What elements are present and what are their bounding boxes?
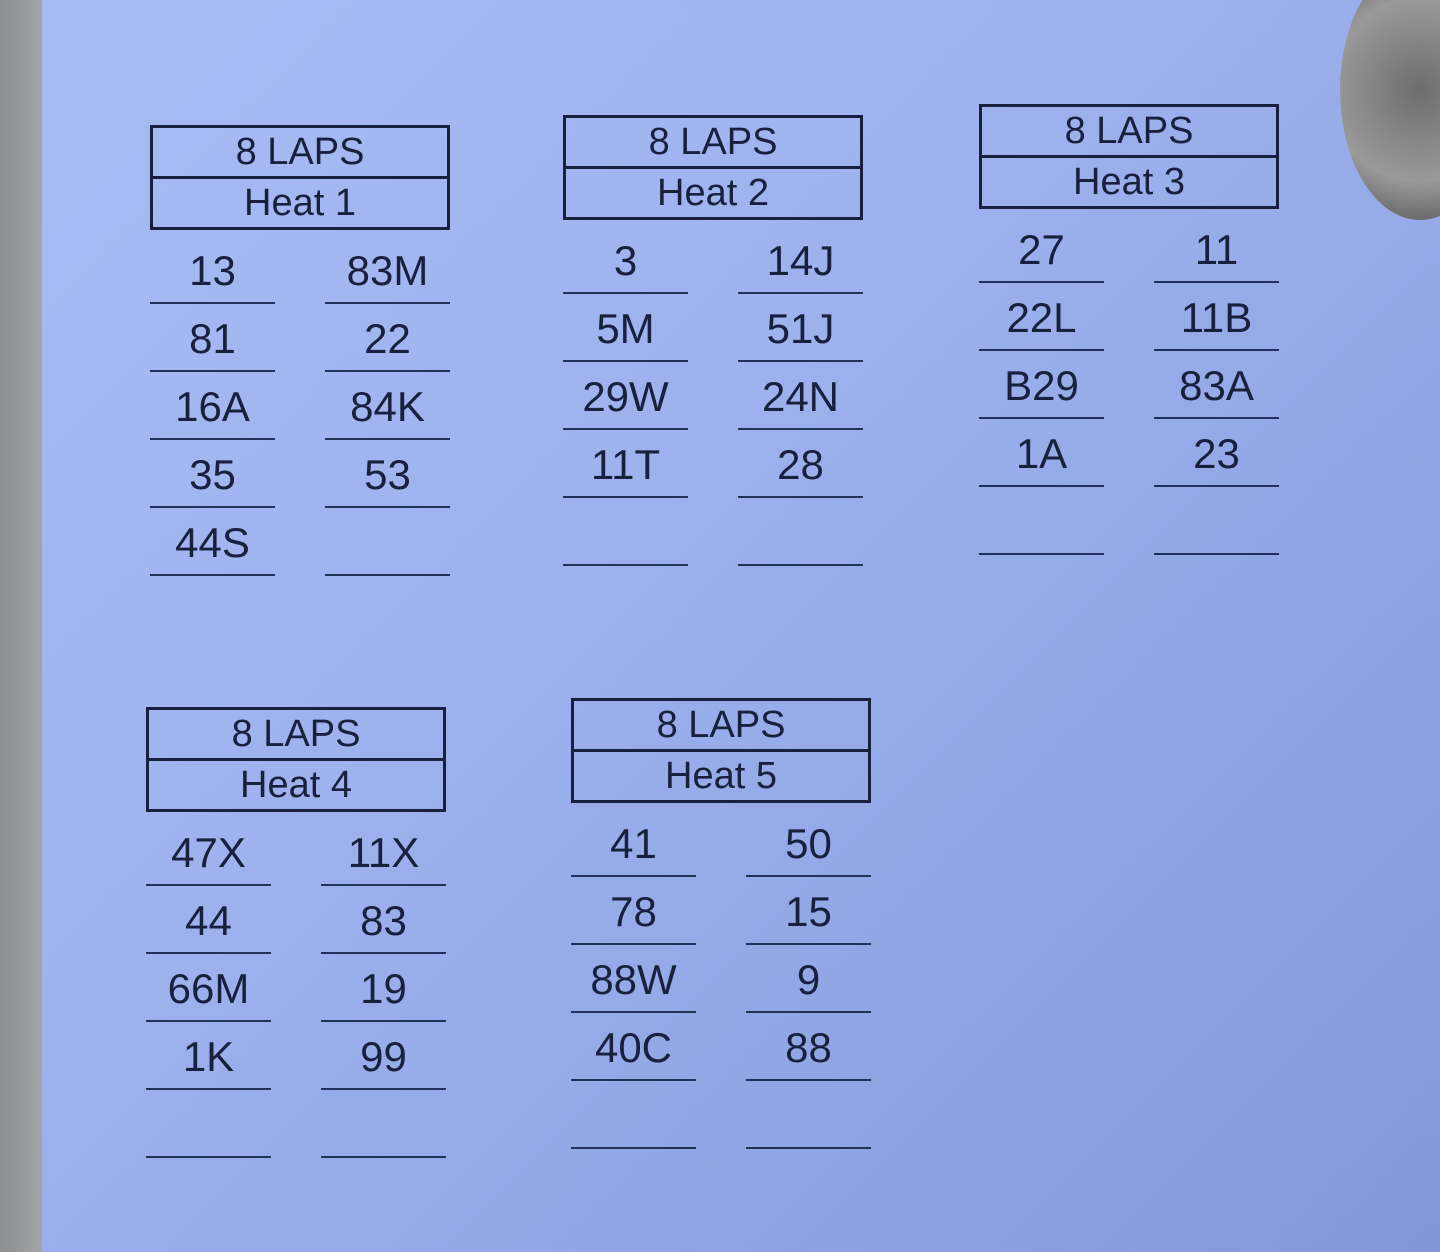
car-number: 24N (738, 362, 863, 430)
heat-title: Heat 4 (149, 758, 443, 809)
car-number: 1K (146, 1022, 271, 1090)
car-number: 14J (738, 226, 863, 294)
car-number: 88W (571, 945, 696, 1013)
car-number: 78 (571, 877, 696, 945)
heat-title: Heat 3 (982, 155, 1276, 206)
car-number: 23 (1154, 419, 1279, 487)
car-number (746, 1081, 871, 1149)
background-object (1340, 0, 1440, 220)
car-number (1154, 487, 1279, 555)
car-number: 53 (325, 440, 450, 508)
left-column: 27 22L B29 1A (979, 215, 1104, 555)
heat-1-block: 8 LAPS Heat 1 13 81 16A 35 44S 83M 22 84K 53 (150, 125, 450, 576)
car-number: 44 (146, 886, 271, 954)
car-number: 5M (563, 294, 688, 362)
car-number: 1A (979, 419, 1104, 487)
car-number: 47X (146, 818, 271, 886)
car-number: 81 (150, 304, 275, 372)
car-number: B29 (979, 351, 1104, 419)
car-number (325, 508, 450, 576)
car-number: 28 (738, 430, 863, 498)
car-number: 99 (321, 1022, 446, 1090)
heat-title: Heat 1 (153, 176, 447, 227)
car-number: 35 (150, 440, 275, 508)
laps-label: 8 LAPS (231, 713, 361, 755)
car-number (146, 1090, 271, 1158)
heat-4-block: 8 LAPS Heat 4 47X 44 66M 1K 11X 83 19 99 (146, 707, 446, 1158)
car-number: 15 (746, 877, 871, 945)
car-number (979, 487, 1104, 555)
left-column: 47X 44 66M 1K (146, 818, 271, 1158)
car-number: 84K (325, 372, 450, 440)
car-number: 66M (146, 954, 271, 1022)
car-number: 88 (746, 1013, 871, 1081)
car-number: 11X (321, 818, 446, 886)
heat-header: 8 LAPS Heat 4 (146, 707, 446, 812)
laps-label: 8 LAPS (648, 121, 778, 163)
laps-label: 8 LAPS (235, 131, 365, 173)
heat-header: 8 LAPS Heat 2 (563, 115, 863, 220)
car-number: 11T (563, 430, 688, 498)
car-number: 9 (746, 945, 871, 1013)
heat-2-block: 8 LAPS Heat 2 3 5M 29W 11T 14J 51J 24N 28 (563, 115, 863, 566)
car-number: 51J (738, 294, 863, 362)
car-number: 83A (1154, 351, 1279, 419)
car-number: 3 (563, 226, 688, 294)
car-number: 11B (1154, 283, 1279, 351)
left-column: 13 81 16A 35 44S (150, 236, 275, 576)
car-number: 50 (746, 809, 871, 877)
heat-5-block: 8 LAPS Heat 5 41 78 88W 40C 50 15 9 88 (571, 698, 871, 1149)
car-number (571, 1081, 696, 1149)
right-column: 50 15 9 88 (746, 809, 871, 1149)
left-column: 3 5M 29W 11T (563, 226, 688, 566)
car-number: 83 (321, 886, 446, 954)
left-column: 41 78 88W 40C (571, 809, 696, 1149)
right-column: 14J 51J 24N 28 (738, 226, 863, 566)
right-column: 83M 22 84K 53 (325, 236, 450, 576)
car-number: 29W (563, 362, 688, 430)
car-number: 83M (325, 236, 450, 304)
car-number: 19 (321, 954, 446, 1022)
heat-title: Heat 2 (566, 166, 860, 217)
laps-label: 8 LAPS (656, 704, 786, 746)
heat-3-block: 8 LAPS Heat 3 27 22L B29 1A 11 11B 83A 23 (979, 104, 1279, 555)
car-number: 13 (150, 236, 275, 304)
heat-header: 8 LAPS Heat 5 (571, 698, 871, 803)
car-number (738, 498, 863, 566)
car-number: 11 (1154, 215, 1279, 283)
car-number: 22 (325, 304, 450, 372)
right-column: 11 11B 83A 23 (1154, 215, 1279, 555)
car-number: 22L (979, 283, 1104, 351)
heat-header: 8 LAPS Heat 1 (150, 125, 450, 230)
car-number: 44S (150, 508, 275, 576)
car-number (563, 498, 688, 566)
car-number (321, 1090, 446, 1158)
heat-title: Heat 5 (574, 749, 868, 800)
laps-label: 8 LAPS (1064, 110, 1194, 152)
car-number: 41 (571, 809, 696, 877)
car-number: 27 (979, 215, 1104, 283)
heat-header: 8 LAPS Heat 3 (979, 104, 1279, 209)
car-number: 16A (150, 372, 275, 440)
background-surface (0, 0, 42, 1252)
car-number: 40C (571, 1013, 696, 1081)
right-column: 11X 83 19 99 (321, 818, 446, 1158)
